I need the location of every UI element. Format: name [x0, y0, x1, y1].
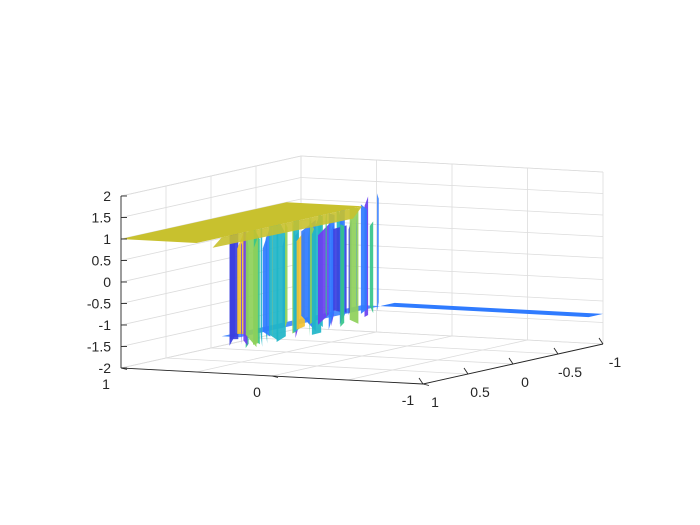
- transition-spike: [262, 226, 271, 337]
- upper-plateau-edge: [212, 206, 363, 248]
- x-tick-label: 0.5: [470, 384, 490, 400]
- y-tick: [271, 375, 279, 378]
- y-tick-label: 1: [102, 376, 110, 392]
- z-tick-label: -1: [99, 317, 112, 333]
- z-tick-label: -0.5: [87, 296, 111, 312]
- x-tick: [508, 357, 514, 365]
- x-tick: [463, 367, 469, 375]
- transition-spike: [276, 215, 286, 342]
- axis-layer: [120, 195, 604, 386]
- floor-gridline-y: [196, 331, 377, 373]
- z-tick-label: 1: [103, 231, 111, 247]
- x-tick: [598, 337, 604, 345]
- surface-layer: [121, 193, 603, 348]
- transition-spike: [318, 222, 331, 325]
- y-tick-label: -1: [402, 392, 415, 408]
- x-tick-label: -1: [609, 354, 622, 370]
- x-tick-label: -0.5: [558, 364, 582, 380]
- transition-spike: [325, 208, 327, 318]
- transition-spike: [260, 225, 263, 347]
- z-tick-label: -2: [99, 360, 112, 376]
- x-tick: [553, 347, 559, 355]
- z-tick-label: 2: [103, 188, 111, 204]
- transition-spike: [285, 221, 288, 328]
- z-tick-label: 0: [103, 274, 111, 290]
- upper-plateau: [121, 202, 363, 243]
- floor-gridline-y: [271, 335, 453, 377]
- box-edge: [300, 155, 604, 173]
- transition-spike: [269, 213, 279, 341]
- y-tick: [422, 383, 430, 386]
- z-tick-label: -1.5: [87, 339, 111, 355]
- tick-label-layer: 21.510.50-0.5-1-1.5-21 0 -1 10.50-0.5-1: [87, 188, 622, 410]
- z-tick-label: 1.5: [92, 210, 112, 226]
- z-tick-label: 0.5: [92, 253, 112, 269]
- y-tick-label: 0: [253, 384, 261, 400]
- floor-gridline-y: [347, 339, 528, 381]
- x-tick-label: 0: [521, 374, 529, 390]
- lower-plateau: [380, 302, 603, 318]
- transition-spike: [360, 204, 367, 314]
- x-tick-label: 1: [431, 394, 439, 410]
- box-edge: [120, 155, 302, 197]
- transition-spike: [369, 221, 374, 314]
- transition-spike: [328, 213, 335, 330]
- transition-spike: [349, 207, 359, 324]
- transition-spike: [253, 237, 258, 345]
- transition-spike: [340, 224, 345, 327]
- transition-spike: [241, 242, 242, 345]
- transition-spike: [229, 227, 236, 346]
- transition-spike: [377, 193, 379, 312]
- y-tick: [120, 367, 128, 370]
- x-tick: [418, 377, 424, 385]
